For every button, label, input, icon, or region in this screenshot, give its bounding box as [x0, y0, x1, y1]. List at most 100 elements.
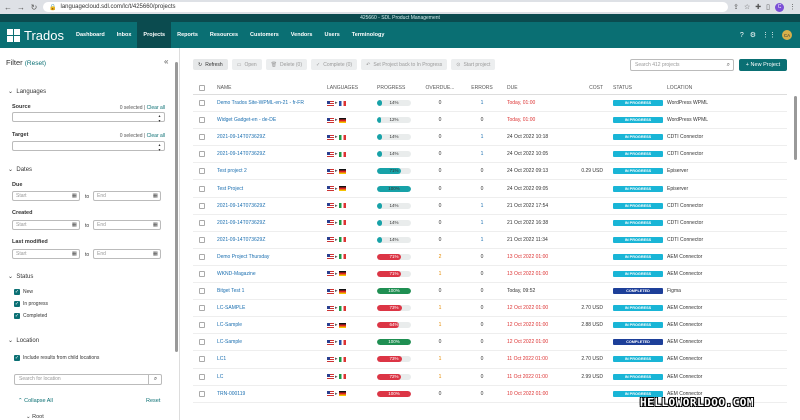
checkbox-box[interactable] [199, 202, 205, 209]
created-end-input[interactable]: End ▦ [93, 220, 161, 230]
column-header-status[interactable]: STATUS [613, 84, 632, 91]
project-name-link[interactable]: LC-Sample [217, 339, 243, 346]
checkbox-box[interactable] [199, 100, 205, 107]
new-project-button[interactable]: + New Project [739, 59, 787, 71]
back-icon[interactable]: ← [4, 2, 12, 12]
checkbox-box[interactable] [199, 288, 205, 295]
checkbox-box[interactable] [199, 236, 205, 243]
checkbox-box[interactable] [199, 270, 205, 277]
nav-tab-vendors[interactable]: Vendors [290, 32, 313, 38]
sidebar-scrollbar[interactable] [175, 62, 178, 352]
row-checkbox[interactable] [193, 151, 217, 158]
table-row[interactable]: 2021-09-14T073629Z ▸ 14% 0 1 24 Oct 2022 10:1… [193, 129, 787, 147]
languages-section-toggle[interactable]: ⌄ Languages [8, 88, 46, 95]
checkbox-box[interactable] [199, 168, 205, 175]
column-header-due[interactable]: DUE [507, 84, 518, 91]
location-search-icon[interactable]: ⌕ [148, 374, 162, 385]
nav-tab-users[interactable]: Users [324, 32, 340, 38]
collapse-all-link[interactable]: ⌃ Collapse All [18, 398, 53, 404]
help-icon[interactable]: ? [739, 31, 744, 39]
location-tree-root[interactable]: ⌄ Root [26, 414, 44, 420]
table-row[interactable]: LC ▸ 72% 1 0 11 Oct 2022 01:00 2.99 USD IN PROG… [193, 369, 787, 386]
checkbox-box[interactable] [199, 390, 205, 397]
project-name-link[interactable]: Bitget Test 1 [217, 288, 245, 295]
target-clear-all[interactable]: Clear all [146, 133, 165, 139]
checkbox-box[interactable] [199, 185, 205, 192]
row-checkbox[interactable] [193, 288, 217, 295]
project-name-link[interactable]: 2021-09-14T073629Z [217, 236, 266, 243]
location-search-input[interactable]: Search for location [14, 374, 162, 385]
checkbox-box[interactable] [199, 151, 205, 158]
search-icon[interactable]: ⌕ [726, 62, 730, 68]
row-checkbox[interactable] [193, 185, 217, 192]
row-checkbox[interactable] [193, 236, 217, 243]
settings-gear-icon[interactable]: ⚙ [749, 32, 756, 39]
checkbox-box[interactable] [199, 322, 205, 329]
modified-end-input[interactable]: End ▦ [93, 249, 161, 259]
nav-tab-resources[interactable]: Resources [209, 32, 239, 38]
nav-tab-dashboard[interactable]: Dashboard [76, 32, 105, 38]
table-row[interactable]: 2021-09-14T073629Z ▸ 14% 0 1 21 Oct 2022 11:3… [193, 232, 787, 249]
status-in-progress-checkbox[interactable]: ✓ In progress [14, 301, 48, 307]
project-name-link[interactable]: LC-SAMPLE [217, 305, 246, 312]
table-row[interactable]: Test Project ▸ 100% 0 0 24 Oct 2022 09:05 IN P… [193, 180, 787, 198]
address-bar[interactable]: 🔒 languagecloud.sdl.com/lc/t/425660/proj… [43, 2, 729, 12]
row-checkbox[interactable] [193, 390, 217, 397]
checkbox-box[interactable] [199, 117, 205, 124]
row-checkbox[interactable] [193, 253, 217, 260]
table-row[interactable]: LC-Sample ▸ 100% 0 0 12 Oct 2022 01:00 COMPLET… [193, 334, 787, 352]
checkbox-box[interactable] [199, 305, 205, 312]
refresh-button[interactable]: ↻ Refresh [193, 59, 228, 70]
table-row[interactable]: Demo Trados Site-WPML-en-21 - fr-FR ▸ 14% 0… [193, 95, 787, 113]
start-project-button[interactable]: ⊙ Start project [451, 59, 496, 70]
set-back-in-progress-button[interactable]: ↶ Set Project back to In Progress [361, 59, 448, 70]
row-checkbox[interactable] [193, 305, 217, 312]
project-name-link[interactable]: TRN-000119 [217, 390, 246, 397]
project-name-link[interactable]: WKND-Magazine [217, 270, 256, 277]
table-row[interactable]: LC-SAMPLE ▸ 73% 1 0 12 Oct 2022 01:00 2.70 USD… [193, 300, 787, 318]
calendar-icon[interactable]: ▦ [152, 251, 158, 257]
project-name-link[interactable]: Test Project [217, 185, 244, 192]
column-header-progress[interactable]: PROGRESS [377, 84, 406, 91]
table-row[interactable]: LC1 ▸ 73% 1 0 11 Oct 2022 01:00 2.70 USD IN PRO… [193, 351, 787, 369]
project-name-link[interactable]: 2021-09-14T073629Z [217, 151, 266, 158]
table-row[interactable]: WKND-Magazine ▸ 71% 1 0 13 Oct 2022 01:00 IN P… [193, 266, 787, 284]
forward-icon[interactable]: → [17, 2, 25, 12]
due-end-input[interactable]: End ▦ [93, 191, 161, 201]
nav-tab-projects[interactable]: Projects [137, 22, 172, 48]
row-checkbox[interactable] [193, 322, 217, 329]
column-header-errors[interactable]: ERRORS [471, 84, 493, 91]
location-section-toggle[interactable]: ⌄ Location [8, 337, 39, 344]
table-row[interactable]: 2021-09-14T073629Z ▸ 14% 0 1 21 Oct 2022 17:5… [193, 198, 787, 215]
row-checkbox[interactable] [193, 168, 217, 175]
target-language-select[interactable] [12, 141, 165, 152]
collapse-sidebar-icon[interactable]: « [164, 57, 169, 66]
delete-button[interactable]: 🗑 Delete (0) [265, 59, 307, 70]
extensions-icon[interactable]: ✚ [755, 4, 762, 11]
project-name-link[interactable]: Test project 2 [217, 168, 247, 175]
project-name-link[interactable]: LC [217, 373, 224, 380]
reload-icon[interactable]: ↻ [30, 2, 38, 12]
apps-grid-icon[interactable]: ⋮⋮ [762, 32, 776, 39]
status-section-toggle[interactable]: ⌄ Status [8, 273, 33, 280]
app-logo[interactable]: Trados [0, 28, 70, 43]
nav-tab-inbox[interactable]: Inbox [116, 32, 132, 38]
row-checkbox[interactable] [193, 373, 217, 380]
project-name-link[interactable]: Demo Trados Site-WPML-en-21 - fr-FR [217, 100, 304, 107]
project-name-link[interactable]: 2021-09-14T073629Z [217, 219, 266, 226]
modified-start-input[interactable]: Start ▦ [12, 249, 80, 259]
browser-menu-icon[interactable]: ⋮ [789, 4, 796, 11]
source-clear-all[interactable]: Clear all [146, 105, 165, 111]
checkbox-box[interactable] [199, 356, 205, 363]
row-checkbox[interactable] [193, 202, 217, 209]
project-name-link[interactable]: LC-Sample [217, 322, 243, 329]
row-checkbox[interactable] [193, 117, 217, 124]
dates-section-toggle[interactable]: ⌄ Dates [8, 166, 32, 173]
due-start-input[interactable]: Start ▦ [12, 191, 80, 201]
checkbox-box[interactable] [199, 253, 205, 260]
column-header-name[interactable]: NAME [217, 84, 232, 91]
calendar-icon[interactable]: ▦ [152, 222, 158, 228]
project-name-link[interactable]: LC1 [217, 356, 227, 363]
row-checkbox[interactable] [193, 356, 217, 363]
share-icon[interactable]: ⇪ [733, 4, 739, 11]
